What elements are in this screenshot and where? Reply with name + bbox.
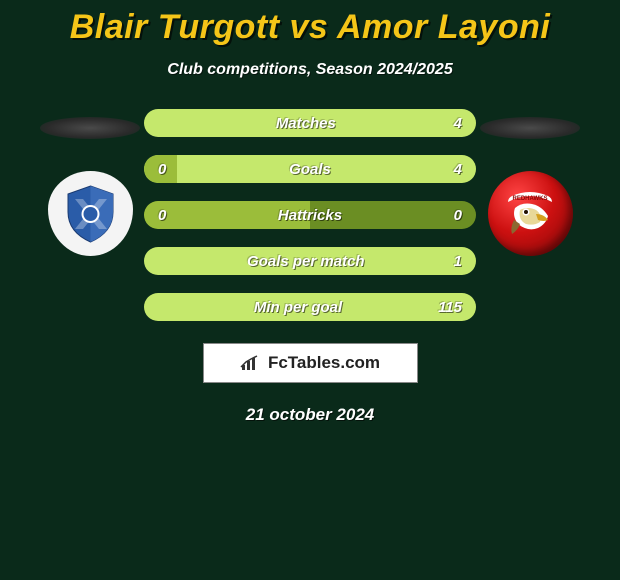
stat-label: Goals per match xyxy=(247,253,365,270)
stat-left-value: 0 xyxy=(158,161,166,178)
stat-row-matches: Matches 4 xyxy=(144,109,476,137)
stat-row-hattricks: 0 Hattricks 0 xyxy=(144,201,476,229)
stat-row-min-per-goal: Min per goal 115 xyxy=(144,293,476,321)
stat-row-goals-per-match: Goals per match 1 xyxy=(144,247,476,275)
chart-icon xyxy=(240,355,262,371)
stat-right-value: 0 xyxy=(454,207,462,224)
hawk-icon: REDHAWKS xyxy=(500,184,560,244)
stat-label: Goals xyxy=(289,161,331,178)
stat-right-value: 4 xyxy=(454,115,462,132)
stat-label: Matches xyxy=(276,115,336,132)
team-right-badge: REDHAWKS xyxy=(488,171,573,256)
page-title: Blair Turgott vs Amor Layoni xyxy=(0,8,620,47)
watermark: FcTables.com xyxy=(203,343,418,383)
stat-right-value: 115 xyxy=(438,299,462,316)
subtitle: Club competitions, Season 2024/2025 xyxy=(0,61,620,79)
watermark-text: FcTables.com xyxy=(268,353,380,373)
shield-icon xyxy=(63,184,118,244)
stat-row-goals: 0 Goals 4 xyxy=(144,155,476,183)
comparison-panel: Matches 4 0 Goals 4 0 Hattricks 0 Goals … xyxy=(0,109,620,321)
stat-label: Hattricks xyxy=(278,207,342,224)
player-shadow-right xyxy=(480,117,580,139)
date-text: 21 october 2024 xyxy=(0,405,620,425)
team-right-column: REDHAWKS xyxy=(480,109,580,256)
team-left-badge xyxy=(48,171,133,256)
stat-left-value: 0 xyxy=(158,207,166,224)
stat-right-value: 1 xyxy=(454,253,462,270)
svg-text:REDHAWKS: REDHAWKS xyxy=(512,196,547,202)
player-shadow-left xyxy=(40,117,140,139)
team-left-column xyxy=(40,109,140,256)
stats-column: Matches 4 0 Goals 4 0 Hattricks 0 Goals … xyxy=(140,109,480,321)
stat-label: Min per goal xyxy=(254,299,342,316)
stat-right-value: 4 xyxy=(454,161,462,178)
